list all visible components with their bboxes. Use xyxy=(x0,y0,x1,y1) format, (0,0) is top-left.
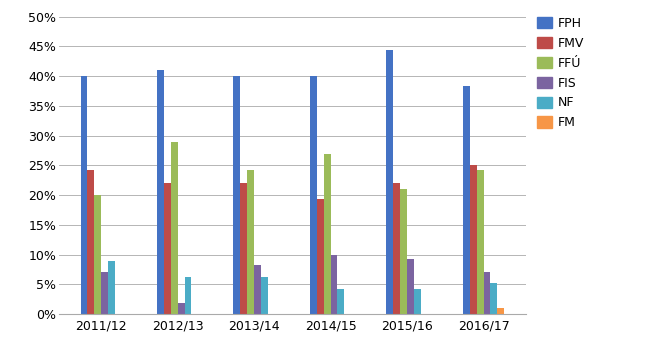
Bar xyxy=(87,170,95,314)
Bar xyxy=(101,272,108,314)
Bar xyxy=(407,260,414,314)
Bar xyxy=(330,255,338,314)
Bar xyxy=(108,261,115,314)
Bar xyxy=(81,76,87,314)
Bar xyxy=(324,154,330,314)
Bar xyxy=(177,303,185,314)
Bar xyxy=(157,70,164,314)
Bar xyxy=(233,76,240,314)
Bar xyxy=(171,142,177,314)
Bar xyxy=(477,170,484,314)
Bar xyxy=(317,199,324,314)
Bar xyxy=(185,277,191,314)
Bar xyxy=(414,289,421,314)
Bar xyxy=(310,76,317,314)
Bar xyxy=(240,183,247,314)
Bar xyxy=(247,170,254,314)
Bar xyxy=(394,183,400,314)
Bar xyxy=(400,189,407,314)
Bar xyxy=(261,277,268,314)
Bar xyxy=(95,195,101,314)
Bar xyxy=(463,86,470,314)
Bar xyxy=(164,183,171,314)
Bar xyxy=(490,283,497,314)
Bar xyxy=(386,50,394,314)
Legend: FPH, FMV, FFÚ, FIS, NF, FM: FPH, FMV, FFÚ, FIS, NF, FM xyxy=(537,17,584,129)
Bar xyxy=(254,265,261,314)
Bar xyxy=(497,308,504,314)
Bar xyxy=(470,165,477,314)
Bar xyxy=(484,272,490,314)
Bar xyxy=(338,289,344,314)
